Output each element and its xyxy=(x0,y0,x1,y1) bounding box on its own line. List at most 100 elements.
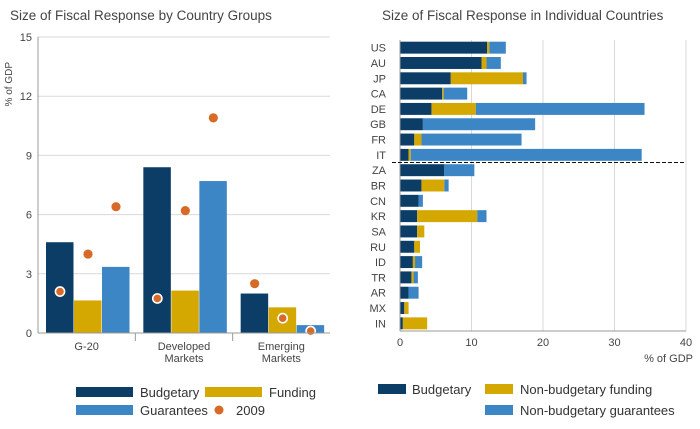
bar-budgetary xyxy=(400,179,422,192)
left-category-label: G-20 xyxy=(74,341,98,353)
bar-budgetary xyxy=(143,167,171,333)
legend-swatch-nb-guarantees xyxy=(485,405,513,415)
bar-funding xyxy=(171,290,199,333)
right-gridlines xyxy=(471,40,687,331)
bar-nb-guarantees xyxy=(422,118,536,131)
bar-budgetary xyxy=(400,133,415,146)
country-label: TR xyxy=(371,272,386,284)
legend-label-nb-funding: Non-budgetary funding xyxy=(520,382,652,397)
point-2009 xyxy=(305,325,317,337)
point-2009 xyxy=(180,206,190,216)
bar-nb-guarantees xyxy=(408,286,419,299)
right-x-tick-labels: 0 10 20 30 40 xyxy=(397,337,692,349)
bar-nb-guarantees xyxy=(418,194,423,207)
legend-label-guarantees: Guarantees xyxy=(140,403,208,418)
bar-budgetary xyxy=(400,102,432,115)
right-x-tick-label: 30 xyxy=(608,337,620,349)
bar-nb-funding xyxy=(431,102,476,115)
legend-swatch-budgetary-right xyxy=(378,384,406,394)
bar-nb-guarantees xyxy=(413,271,418,284)
left-y-tick-label: 3 xyxy=(26,269,32,281)
legend-marker-2009 xyxy=(214,405,224,415)
bar-budgetary xyxy=(400,57,482,69)
legend-swatch-funding xyxy=(205,387,262,397)
bar-budgetary xyxy=(400,87,443,100)
bar-guarantees xyxy=(102,266,130,333)
right-chart-title: Size of Fiscal Response in Individual Co… xyxy=(382,8,664,23)
bar-nb-funding xyxy=(417,210,478,223)
point-2009 xyxy=(83,249,93,259)
country-label: AR xyxy=(371,288,386,300)
country-label: SA xyxy=(371,226,386,238)
bar-nb-guarantees xyxy=(522,72,527,85)
legend-label-2009: 2009 xyxy=(236,403,265,418)
country-label: ID xyxy=(375,257,386,269)
bar-nb-funding xyxy=(487,41,490,54)
country-label: BR xyxy=(371,181,386,193)
legend-label-funding: Funding xyxy=(269,385,316,400)
right-country-labels: US AU JP CA DE GB FR IT ZA BR CN KR SA RU ID TR AR MX IN xyxy=(370,43,387,331)
bar-nb-funding xyxy=(404,302,409,314)
right-x-tick-label: 0 xyxy=(397,337,403,349)
bar-nb-guarantees xyxy=(443,87,468,100)
bar-nb-guarantees xyxy=(486,57,501,69)
right-x-axis-label: % of GDP xyxy=(644,353,693,365)
bar-nb-guarantees xyxy=(444,164,475,177)
bar-nb-funding xyxy=(414,240,421,253)
bar-nb-funding xyxy=(408,148,411,161)
bar-nb-guarantees xyxy=(444,179,449,192)
bar-nb-guarantees xyxy=(410,148,642,161)
left-y-tick-label: 0 xyxy=(26,328,32,340)
point-2009 xyxy=(54,286,66,297)
country-label: CA xyxy=(371,89,387,101)
bar-nb-guarantees xyxy=(477,210,487,223)
right-x-tick-label: 10 xyxy=(465,337,477,349)
country-label: GB xyxy=(370,119,386,131)
bar-nb-guarantees xyxy=(475,102,645,115)
right-x-tick-label: 40 xyxy=(680,337,692,349)
bar-budgetary xyxy=(400,72,451,85)
country-label: JP xyxy=(373,73,386,85)
left-bars xyxy=(46,167,325,333)
left-category-label: Markets xyxy=(262,353,302,365)
bar-budgetary xyxy=(400,148,409,161)
legend-swatch-budgetary xyxy=(76,387,133,397)
bar-budgetary xyxy=(400,225,418,238)
left-category-label: Markets xyxy=(164,353,204,365)
bar-budgetary xyxy=(400,317,403,330)
country-label: IN xyxy=(375,318,386,330)
legend-swatch-guarantees xyxy=(76,405,133,415)
country-label: US xyxy=(371,43,386,55)
right-bars xyxy=(400,41,645,330)
bar-budgetary xyxy=(400,271,412,284)
country-label: IT xyxy=(376,150,386,162)
legend-label-budgetary-right: Budgetary xyxy=(412,382,472,397)
left-chart-title: Size of Fiscal Response by Country Group… xyxy=(10,8,272,23)
bar-budgetary xyxy=(240,293,269,333)
point-2009 xyxy=(250,279,260,289)
right-legend: Budgetary Non-budgetary funding Non-budg… xyxy=(378,382,675,418)
bar-nb-funding xyxy=(402,317,428,330)
country-label: AU xyxy=(371,58,386,70)
bar-funding xyxy=(74,300,102,333)
country-label: CN xyxy=(370,196,386,208)
bar-budgetary xyxy=(400,164,445,177)
country-label: FR xyxy=(371,135,386,147)
country-label: ZA xyxy=(372,165,387,177)
point-2009 xyxy=(277,312,289,324)
right-x-tick-label: 20 xyxy=(537,337,549,349)
bar-nb-guarantees xyxy=(421,133,522,146)
left-2009-points xyxy=(54,113,317,337)
point-2009 xyxy=(208,113,218,123)
bar-nb-funding xyxy=(411,271,414,284)
bar-budgetary xyxy=(400,302,405,314)
left-y-tick-label: 6 xyxy=(26,210,32,222)
bar-nb-guarantees xyxy=(415,256,423,269)
left-y-axis-label: % of GDP xyxy=(4,62,15,107)
bar-budgetary xyxy=(400,210,418,223)
left-y-tick-label: 15 xyxy=(20,32,32,44)
bar-nb-funding xyxy=(442,87,444,100)
left-category-label: Developed xyxy=(158,341,211,353)
bar-nb-funding xyxy=(421,179,445,192)
